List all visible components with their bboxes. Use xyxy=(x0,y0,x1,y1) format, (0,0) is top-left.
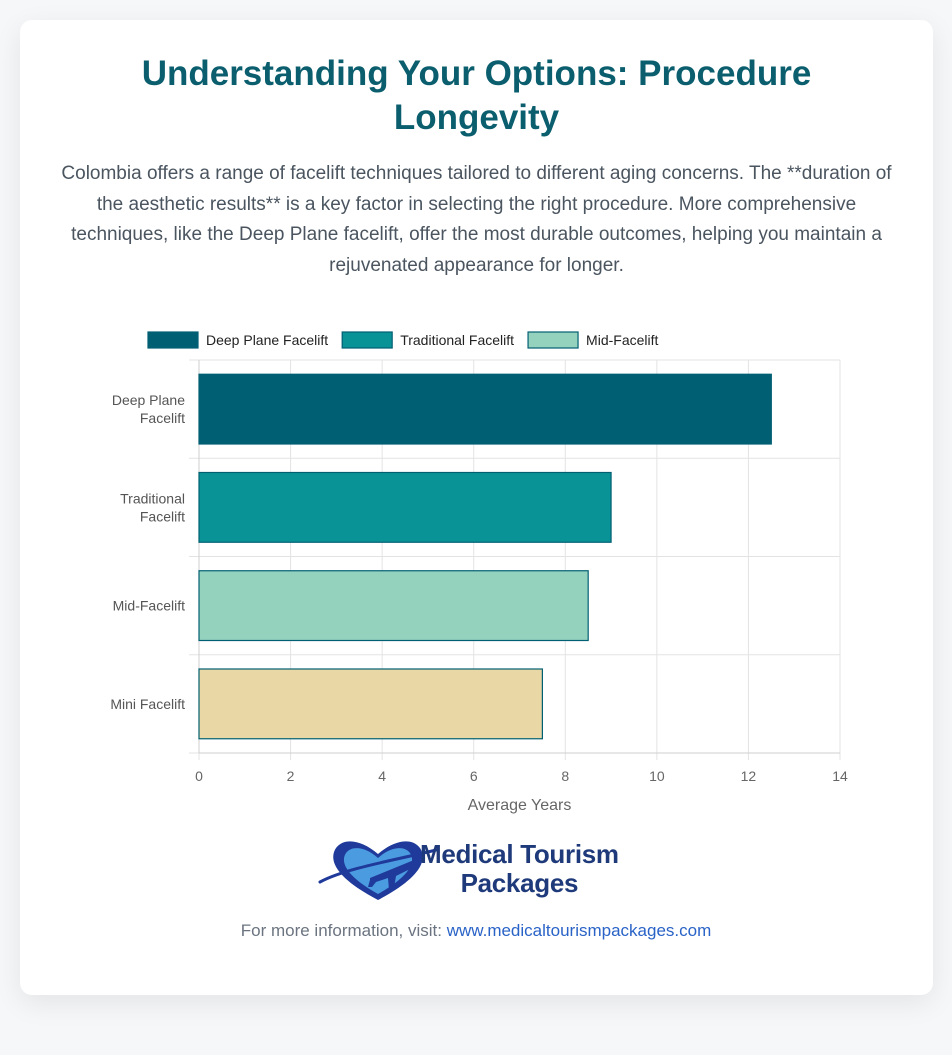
legend-swatch-1 xyxy=(341,331,393,349)
bar-1 xyxy=(198,471,612,543)
x-tick-label: 2 xyxy=(287,768,295,784)
footer-prefix: For more information, visit: xyxy=(240,921,447,940)
y-category-label: Mini Facelift xyxy=(110,696,185,712)
legend-label-0: Deep Plane Facelift xyxy=(206,332,328,348)
legend-swatch-0 xyxy=(147,331,199,349)
logo-line-2: Packages xyxy=(460,868,579,898)
legend-label-1: Traditional Facelift xyxy=(400,332,514,348)
bar-0 xyxy=(198,373,772,445)
intro-paragraph: Colombia offers a range of facelift tech… xyxy=(61,163,892,276)
content-card: Understanding Your Options: Procedure Lo… xyxy=(20,20,933,995)
page-title: Understanding Your Options: Procedure Lo… xyxy=(141,54,812,137)
legend-label-2: Mid-Facelift xyxy=(586,332,658,348)
x-tick-label: 6 xyxy=(470,768,478,784)
legend-swatch-2 xyxy=(527,331,579,349)
bar-2 xyxy=(198,570,589,642)
logo-wordmark: Medical Tourism Packages xyxy=(420,840,619,898)
logo-line-1: Medical Tourism xyxy=(420,839,619,869)
y-category-label: Traditional xyxy=(120,490,185,506)
x-tick-label: 8 xyxy=(561,768,569,784)
bar-3 xyxy=(198,668,543,740)
x-tick-label: 4 xyxy=(378,768,386,784)
y-category-label: Facelift xyxy=(140,410,185,426)
logo-heart-plane-icon xyxy=(318,841,438,900)
x-tick-label: 0 xyxy=(195,768,203,784)
footer: For more information, visit: www.medical… xyxy=(0,921,952,941)
x-tick-label: 14 xyxy=(832,768,848,784)
x-tick-label: 10 xyxy=(649,768,665,784)
y-category-label: Deep Plane xyxy=(112,392,185,408)
footer-link[interactable]: www.medicaltourismpackages.com xyxy=(446,921,712,940)
longevity-bar-chart: 0 2 4 6 8 10 12 14 Deep Plane Facelift Traditional… xyxy=(110,331,848,814)
x-tick-label: 12 xyxy=(741,768,757,784)
y-category-label: Facelift xyxy=(140,508,185,524)
x-axis-title: Average Years xyxy=(468,797,572,814)
y-category-label: Mid-Facelift xyxy=(113,598,185,614)
